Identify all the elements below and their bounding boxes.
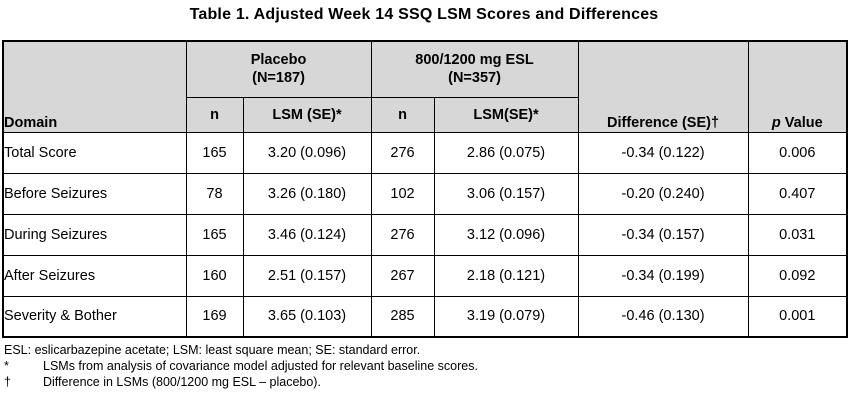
- footnote-marker: *: [4, 359, 9, 373]
- cell-n-placebo: 169: [185, 295, 244, 338]
- footnotes: ESL: eslicarbazepine acetate; LSM: least…: [4, 342, 848, 390]
- col-header-lsm-placebo: LSM (SE)*: [242, 96, 372, 133]
- cell-n-placebo: 160: [185, 254, 244, 297]
- sub-header-row: n LSM (SE)* n LSM(SE)*: [3, 96, 847, 133]
- table-body: Total Score 165 3.20 (0.096) 276 2.86 (0…: [2, 131, 848, 338]
- table-title: Table 1. Adjusted Week 14 SSQ LSM Scores…: [189, 6, 659, 23]
- table-row: Total Score 165 3.20 (0.096) 276 2.86 (0…: [2, 131, 848, 174]
- cell-difference: -0.46 (0.130): [577, 295, 749, 338]
- cell-domain: Before Seizures: [2, 172, 187, 215]
- table-row: Severity & Bother 169 3.65 (0.103) 285 3…: [2, 295, 848, 338]
- esl-group-label: 800/1200 mg ESL: [415, 52, 534, 69]
- abbreviations-note: ESL: eslicarbazepine acetate; LSM: least…: [4, 342, 848, 358]
- col-group-placebo: Placebo (N=187): [185, 40, 372, 98]
- cell-domain: Total Score: [2, 131, 187, 174]
- cell-lsm-placebo: 3.20 (0.096): [242, 131, 372, 174]
- table-header: Domain Placebo (N=187) 800/1200 mg ESL (…: [2, 40, 848, 133]
- cell-pvalue: 0.407: [747, 172, 848, 215]
- footnote-asterisk: * LSMs from analysis of covariance model …: [4, 358, 848, 374]
- cell-lsm-esl: 3.12 (0.096): [433, 213, 579, 256]
- col-header-n-placebo: n: [185, 96, 244, 133]
- cell-n-esl: 267: [370, 254, 435, 297]
- cell-lsm-esl: 2.18 (0.121): [433, 254, 579, 297]
- cell-lsm-placebo: 3.65 (0.103): [242, 295, 372, 338]
- cell-difference: -0.34 (0.157): [577, 213, 749, 256]
- placebo-group-label: Placebo: [250, 52, 307, 69]
- cell-lsm-esl: 2.86 (0.075): [433, 131, 579, 174]
- cell-pvalue: 0.031: [747, 213, 848, 256]
- table-row: After Seizures 160 2.51 (0.157) 267 2.18…: [2, 254, 848, 297]
- cell-pvalue: 0.001: [747, 295, 848, 338]
- col-group-esl: 800/1200 mg ESL (N=357): [370, 40, 579, 98]
- footnote-text: ESL: eslicarbazepine acetate; LSM: least…: [4, 343, 421, 357]
- cell-lsm-esl: 3.19 (0.079): [433, 295, 579, 338]
- cell-domain: Severity & Bother: [2, 295, 187, 338]
- group-header-row: Domain Placebo (N=187) 800/1200 mg ESL (…: [2, 40, 848, 133]
- footnote-marker: †: [4, 375, 11, 389]
- cell-n-esl: 276: [370, 131, 435, 174]
- cell-domain: During Seizures: [2, 213, 187, 256]
- cell-n-esl: 285: [370, 295, 435, 338]
- cell-lsm-esl: 3.06 (0.157): [433, 172, 579, 215]
- pvalue-p-italic: p: [771, 114, 781, 131]
- cell-lsm-placebo: 3.46 (0.124): [242, 213, 372, 256]
- cell-pvalue: 0.092: [747, 254, 848, 297]
- cell-difference: -0.20 (0.240): [577, 172, 749, 215]
- cell-difference: -0.34 (0.122): [577, 131, 749, 174]
- pvalue-rest: Value: [784, 114, 823, 131]
- esl-group-n: (N=357): [448, 70, 501, 87]
- cell-pvalue: 0.006: [747, 131, 848, 174]
- placebo-group-n: (N=187): [252, 70, 305, 87]
- table-row: Before Seizures 78 3.26 (0.180) 102 3.06…: [2, 172, 848, 215]
- col-header-n-esl: n: [370, 96, 435, 133]
- col-header-lsm-esl: LSM(SE)*: [433, 96, 579, 133]
- col-header-domain: Domain: [2, 40, 187, 133]
- ssq-scores-table: Domain Placebo (N=187) 800/1200 mg ESL (…: [2, 40, 848, 338]
- cell-difference: -0.34 (0.199): [577, 254, 749, 297]
- cell-lsm-placebo: 3.26 (0.180): [242, 172, 372, 215]
- footnote-text: Difference in LSMs (800/1200 mg ESL – pl…: [43, 375, 321, 389]
- table-row: During Seizures 165 3.46 (0.124) 276 3.1…: [2, 213, 848, 256]
- cell-n-esl: 102: [370, 172, 435, 215]
- col-header-difference: Difference (SE)†: [577, 40, 749, 133]
- cell-n-esl: 276: [370, 213, 435, 256]
- col-header-pvalue: p Value: [747, 40, 848, 133]
- cell-n-placebo: 78: [185, 172, 244, 215]
- footnote-text: LSMs from analysis of covariance model a…: [43, 359, 478, 373]
- cell-n-placebo: 165: [185, 131, 244, 174]
- cell-n-placebo: 165: [185, 213, 244, 256]
- cell-lsm-placebo: 2.51 (0.157): [242, 254, 372, 297]
- cell-domain: After Seizures: [2, 254, 187, 297]
- footnote-dagger: † Difference in LSMs (800/1200 mg ESL – p…: [4, 374, 848, 390]
